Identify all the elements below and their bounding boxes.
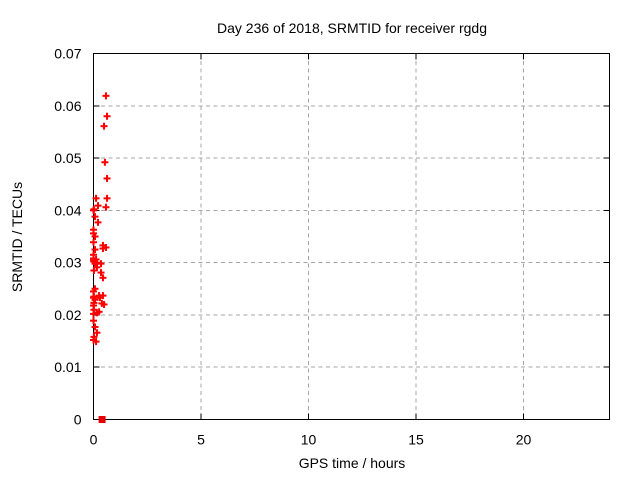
y-tick-label: 0.06: [54, 98, 81, 114]
y-tick-label: 0.07: [54, 46, 81, 62]
plot-border: [93, 53, 610, 420]
x-tick-label: 20: [516, 432, 532, 448]
data-point-square: [98, 416, 106, 423]
y-tick-label: 0.02: [54, 307, 81, 323]
y-tick-label: 0.03: [54, 255, 81, 271]
chart-title: Day 236 of 2018, SRMTID for receiver rgd…: [216, 20, 488, 36]
y-tick-label: 0.04: [54, 202, 81, 218]
x-tick-label: 5: [197, 432, 205, 448]
x-tick-label: 0: [90, 432, 98, 448]
x-tick-label: 15: [408, 432, 424, 448]
y-tick-label: 0: [74, 412, 82, 428]
x-axis-title: GPS time / hours: [298, 455, 406, 471]
y-tick-label: 0.01: [54, 359, 81, 375]
x-tick-label: 10: [301, 432, 317, 448]
y-tick-label: 0.05: [54, 150, 81, 166]
